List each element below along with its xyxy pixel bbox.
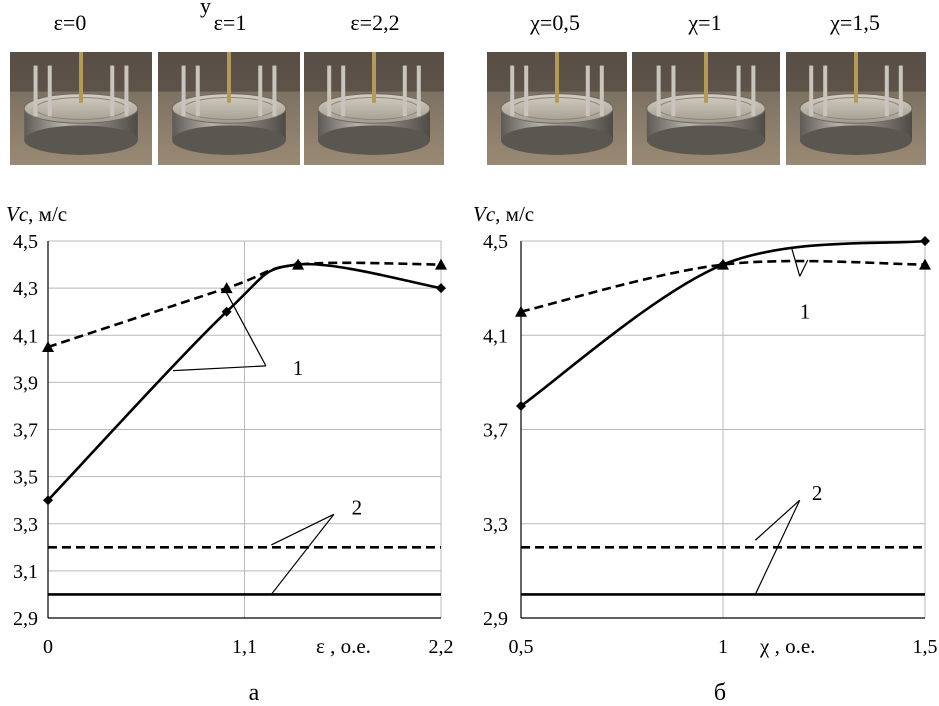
photo-label: ε=0: [54, 10, 87, 35]
annotation-leader: [791, 247, 801, 277]
y-tick-label: 2,9: [483, 608, 508, 630]
data-point: [292, 258, 305, 270]
photo-label: χ=0,5: [529, 10, 580, 35]
data-point: [435, 258, 447, 270]
data-point: [919, 258, 931, 270]
chart-panel-b: 2,9 3,3 3,7 4,1 4,5 0,5 1 1,5 Vc, м/с χ , о.е. 1 2 б: [473, 202, 938, 706]
data-point: [221, 306, 232, 317]
apparatus-photo: [10, 52, 152, 165]
y-tick-label: 3,9: [13, 372, 38, 394]
annotation-label: 1: [800, 300, 811, 324]
apparatus-photo: [632, 52, 780, 165]
panel-label: б: [714, 680, 726, 706]
apparatus-photo: [487, 52, 627, 165]
chart-panel-a: 2,9 3,1 3,3 3,5 3,7 3,9 4,1 4,3 4,5 0 1,1 2,2 Vc, м/…: [6, 202, 454, 706]
annotation-leader: [226, 292, 267, 367]
annotation-label: 1: [293, 356, 304, 380]
photo-label: χ=1,5: [829, 10, 880, 35]
x-axis-label: ε , о.е.: [316, 634, 371, 658]
data-point: [42, 341, 54, 353]
data-point: [516, 400, 526, 411]
panel-label: а: [249, 680, 260, 706]
photo-label: ε=1: [214, 10, 247, 35]
x-tick-label: 0: [43, 636, 53, 658]
x-tick-label: 1: [718, 636, 728, 658]
y-tick-label: 3,3: [13, 514, 38, 536]
y-tick-label: 3,7: [13, 420, 38, 442]
data-point: [220, 282, 233, 294]
series-line: [47, 262, 442, 502]
y-tick-label: 4,1: [483, 325, 508, 347]
y-tick-label: 4,3: [13, 278, 38, 300]
y-tick-label: 4,5: [13, 231, 38, 253]
photo-strip: ε=0 ε=1 ε=2,2 χ=0,5 χ=1 χ=1,5: [10, 10, 926, 165]
x-tick-label: 1,1: [232, 636, 257, 658]
y-tick-label: 3,7: [483, 420, 508, 442]
apparatus-photo: [158, 52, 300, 165]
y-tick-label: 4,5: [483, 231, 508, 253]
annotation-leader: [270, 513, 335, 595]
annotation-label: 2: [812, 481, 823, 505]
annotation-leader: [754, 499, 801, 541]
y-tick-label: 2,9: [13, 608, 38, 630]
annotation-leader: [173, 365, 266, 372]
y-tick-label: 3,5: [13, 467, 38, 489]
header-text: у: [200, 0, 211, 18]
y-axis-label: Vc, м/с: [473, 202, 534, 226]
data-point: [920, 236, 930, 246]
annotation-leader: [271, 513, 335, 546]
x-tick-label: 0,5: [509, 636, 534, 658]
photo-label: χ=1: [687, 10, 721, 35]
data-point: [717, 258, 729, 270]
series-line: [47, 261, 442, 349]
annotation-label: 2: [352, 495, 363, 519]
annotation-leader: [754, 499, 801, 595]
apparatus-photo: [304, 52, 444, 165]
annotation-leader: [799, 259, 809, 277]
data-point: [515, 305, 527, 317]
x-axis-label: χ , о.е.: [759, 634, 815, 658]
data-point: [436, 283, 446, 294]
apparatus-photo: [786, 52, 926, 165]
y-tick-label: 4,1: [13, 325, 38, 347]
y-tick-label: 3,3: [483, 514, 508, 536]
photo-label: ε=2,2: [350, 10, 399, 35]
y-tick-label: 3,1: [13, 561, 38, 583]
x-tick-label: 2,2: [429, 636, 454, 658]
series-line: [520, 259, 926, 313]
data-point: [43, 495, 53, 506]
y-axis-label: Vc, м/с: [6, 202, 67, 226]
x-tick-label: 1,5: [913, 636, 938, 658]
